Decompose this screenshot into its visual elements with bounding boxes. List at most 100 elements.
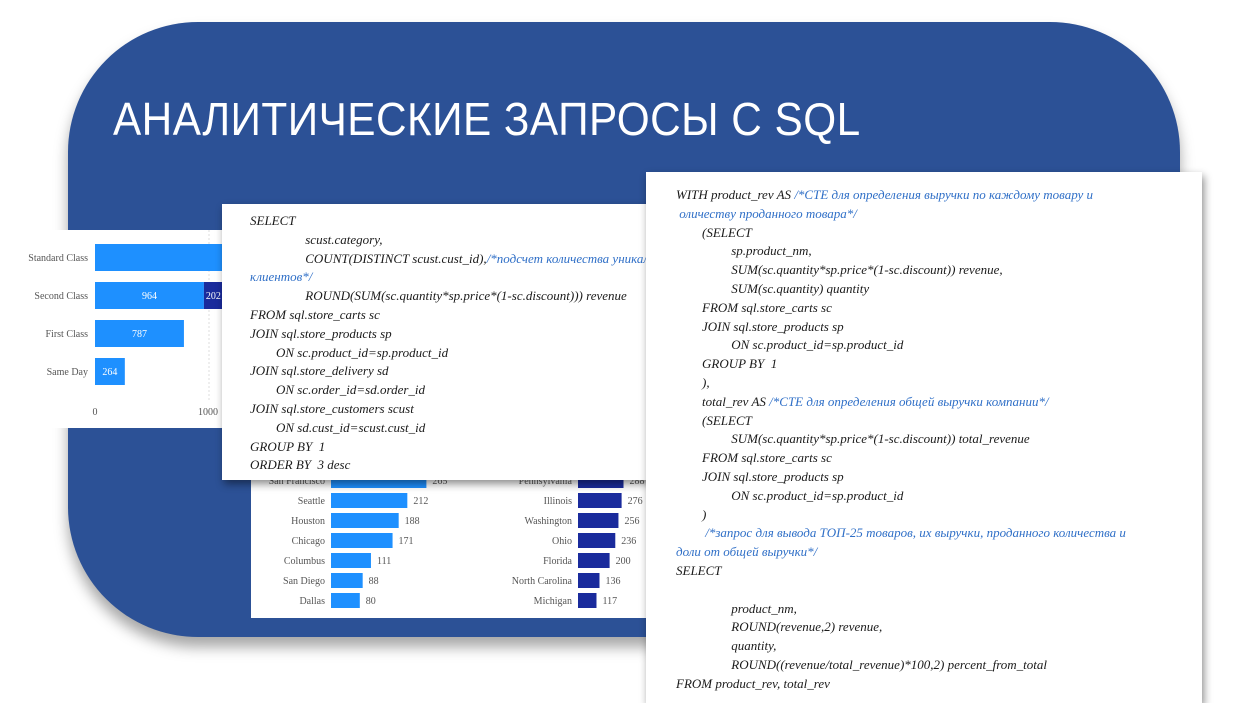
code-line: оличеству проданного товара*/ [676,205,1126,224]
code-line: JOIN sql.store_delivery sd [250,362,676,381]
category-label: Florida [543,556,572,567]
code-text: ON sc.order_id=sd.order_id [250,382,426,398]
code-text: scust.category, [250,231,383,247]
code-text: JOIN sql.store_products sp [676,318,844,334]
code-text: GROUP BY 1 [250,438,326,454]
bar [331,553,371,568]
bar-secondary-label: 202 [206,291,221,302]
code-line: (SELECT [676,224,1126,243]
code-line: ON sd.cust_id=scust.cust_id [250,419,676,438]
code-line: total_rev AS /*CTE для определения общей… [676,393,1126,412]
bar-value-label: 276 [628,496,643,507]
bar-value-label: 212 [413,496,428,507]
bar [95,244,228,271]
code-line [676,581,1126,600]
bar-value-label: 256 [624,516,639,527]
code-line: ROUND(revenue,2) revenue, [676,618,1126,637]
code-text: SELECT [676,562,722,578]
bar [578,513,619,528]
code-line: (SELECT [676,412,1126,431]
category-label: Pennsylvania [519,476,573,487]
code-comment: доли от общей выручки*/ [676,544,818,560]
code-comment: /*запрос для вывода ТОП-25 товаров, их в… [676,525,1126,541]
category-label: Michigan [534,596,572,607]
category-label: Chicago [292,536,325,547]
code-text: COUNT(DISTINCT scust.cust_id), [250,250,487,266]
bar [331,533,393,548]
code-text: ORDER BY 3 desc [250,457,351,473]
code-line: product_nm, [676,600,1126,619]
bar-value-label: 200 [616,556,631,567]
code-line: FROM sql.store_carts sc [676,299,1126,318]
city-state-chart-svg: San Francisco 265 Seattle 212 Houston 188 Chic… [269,473,645,608]
code-line: ON sc.product_id=sp.product_id [676,487,1126,506]
bar-value-label: 288 [630,476,645,487]
code-text: (SELECT [676,412,752,428]
category-label: Second Class [34,291,88,302]
code-text: sp.product_nm, [676,243,812,259]
bar [578,533,616,548]
category-label: North Carolina [512,576,573,587]
code-text: FROM sql.store_carts sc [676,299,832,315]
bar-value-label: 171 [399,536,414,547]
bar [578,553,610,568]
code-text: JOIN sql.store_products sp [250,325,392,341]
category-label: Same Day [47,367,88,378]
bar [578,593,597,608]
code-line: JOIN sql.store_products sp [676,318,1126,337]
code-line: ON sc.order_id=sd.order_id [250,381,676,400]
code-line: WITH product_rev AS /*CTE для определени… [676,186,1126,205]
bar [331,573,363,588]
code-line: GROUP BY 1 [676,355,1126,374]
code-text: FROM sql.store_carts sc [250,306,380,322]
x-tick-label: 1000 [198,407,218,418]
category-label: Houston [291,516,325,527]
code-line: ) [676,506,1126,525]
bar [331,513,399,528]
code-text: ROUND(SUM(sc.quantity*sp.price*(1-sc.dis… [250,288,627,304]
code-line: SELECT [250,212,676,231]
code-text: WITH product_rev AS [676,187,795,202]
code-line: FROM product_rev, total_rev [676,675,1126,694]
code-line: ), [676,374,1126,393]
code-comment: клиентов*/ [250,269,313,285]
bar-value-label: 88 [369,576,379,587]
code-line: ROUND((revenue/total_revenue)*100,2) per… [676,656,1126,675]
code-line: JOIN sql.store_customers scust [250,400,676,419]
code-line: JOIN sql.store_products sp [676,468,1126,487]
code-text: quantity, [676,638,777,654]
bar-value-label: 236 [621,536,636,547]
code-line: JOIN sql.store_products sp [250,325,676,344]
code-line: COUNT(DISTINCT scust.cust_id),/*подсчет … [250,250,676,269]
code-text: ON sc.product_id=sp.product_id [676,487,904,503]
sql-query-category-panel: SELECT scust.category, COUNT(DISTINCT sc… [222,204,687,480]
category-label: Illinois [544,496,572,507]
code-line: SUM(sc.quantity*sp.price*(1-sc.discount)… [676,430,1126,449]
code-text: GROUP BY 1 [676,356,778,372]
bar-value-label: 117 [602,596,617,607]
code-text: JOIN sql.store_customers scust [250,400,414,416]
code-line: quantity, [676,637,1126,656]
code-text: FROM product_rev, total_rev [676,675,830,691]
category-label: Ohio [552,536,572,547]
shipping-class-chart: Standard Class Second Class 964 202 First Cl… [0,230,234,428]
code-comment: оличеству проданного товара*/ [676,205,857,221]
code-text: ROUND((revenue/total_revenue)*100,2) per… [676,656,1048,672]
code-text: total_rev AS [676,393,770,409]
sql-query-category-code: SELECT scust.category, COUNT(DISTINCT sc… [250,212,676,475]
bar-value-label: 964 [142,291,157,302]
bar [331,493,408,508]
category-label: Standard Class [28,253,88,264]
code-text: JOIN sql.store_products sp [676,468,844,484]
bar [95,320,184,347]
category-label: Washington [524,516,572,527]
code-text: SUM(sc.quantity*sp.price*(1-sc.discount)… [676,431,1030,447]
code-text: ON sd.cust_id=scust.cust_id [250,419,426,435]
shipping-class-chart-svg: Standard Class Second Class 964 202 First Cl… [28,230,234,418]
code-text: ROUND(revenue,2) revenue, [676,619,883,635]
bar [578,573,600,588]
code-text: SUM(sc.quantity) quantity [676,280,870,296]
code-line: SELECT [676,562,1126,581]
code-comment: /*CTE для определения общей выручки комп… [769,393,1049,409]
bar-value-label: 80 [366,596,376,607]
